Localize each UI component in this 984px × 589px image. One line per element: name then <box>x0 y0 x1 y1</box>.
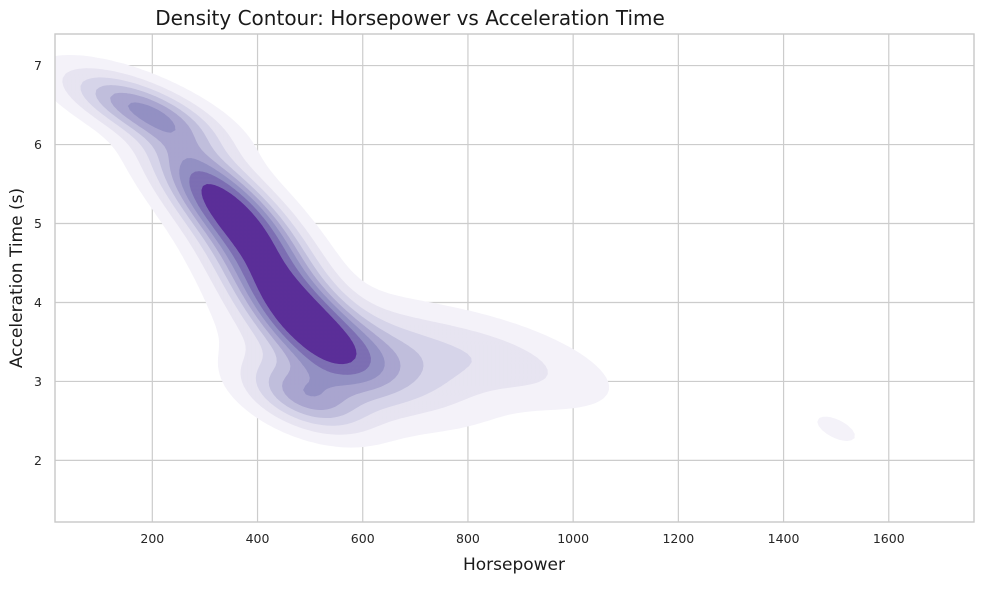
y-tick-label: 3 <box>34 374 42 389</box>
x-tick-label: 1600 <box>873 531 905 546</box>
y-axis-title: Acceleration Time (s) <box>7 188 27 368</box>
x-tick-label: 400 <box>246 531 270 546</box>
x-tick-label: 800 <box>456 531 480 546</box>
plot-area: 200 400 600 800 1000 1200 1400 1600 2 3 4 5 6 7 <box>34 33 975 546</box>
chart-title: Density Contour: Horsepower vs Accelerat… <box>155 6 665 30</box>
x-tick-label: 1200 <box>662 531 694 546</box>
density-contour-level <box>201 183 357 365</box>
x-tick-label: 200 <box>140 531 164 546</box>
x-tick-label: 1000 <box>557 531 589 546</box>
plot-frame <box>54 33 975 523</box>
y-tick-label: 4 <box>34 295 42 310</box>
y-tick-label: 2 <box>34 453 42 468</box>
x-tick-label: 600 <box>351 531 375 546</box>
y-tick-label: 5 <box>34 216 42 231</box>
y-tick-label: 7 <box>34 58 42 73</box>
x-tick-label: 1400 <box>768 531 800 546</box>
x-axis-title: Horsepower <box>463 555 565 575</box>
y-tick-label: 6 <box>34 137 42 152</box>
